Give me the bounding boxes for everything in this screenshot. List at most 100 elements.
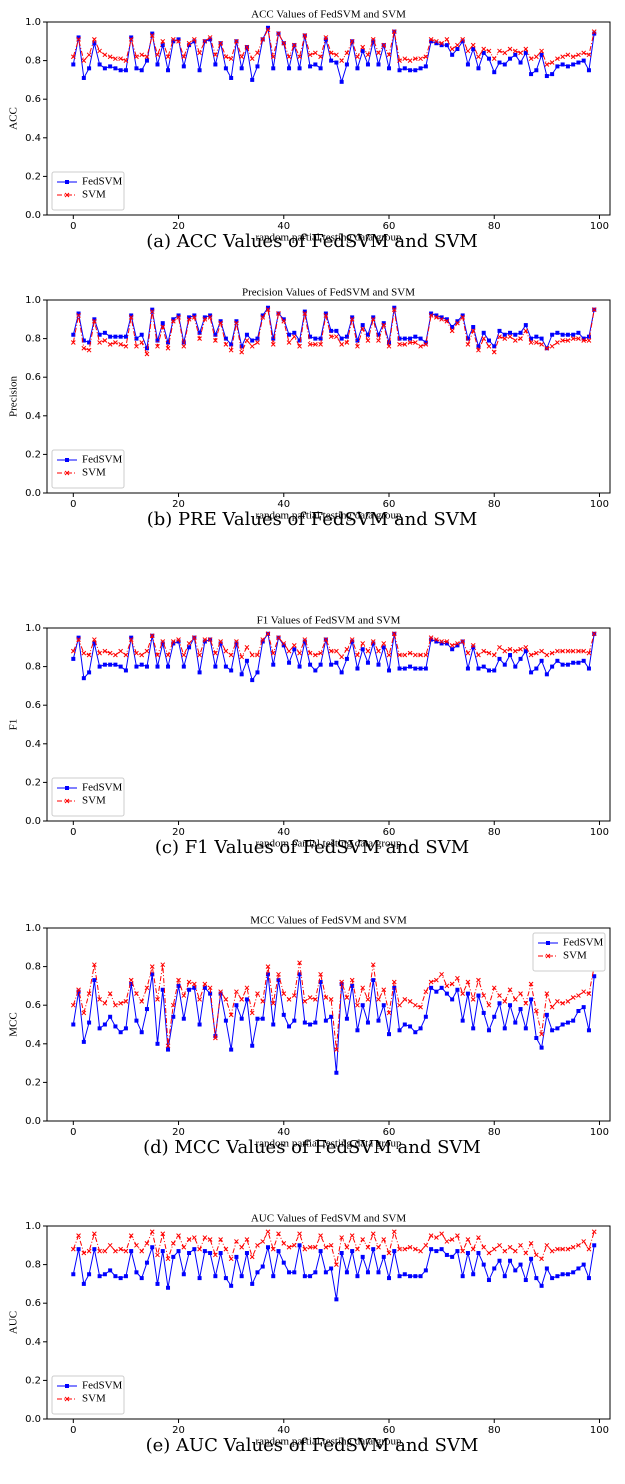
marker <box>591 631 597 637</box>
marker <box>586 338 592 343</box>
marker <box>533 54 539 60</box>
marker <box>418 336 423 341</box>
marker <box>329 1014 334 1019</box>
caption: (a) ACC Values of FedSVM and SVM <box>146 231 478 252</box>
marker <box>360 1003 365 1008</box>
marker <box>365 1020 370 1025</box>
marker <box>244 658 249 663</box>
legend-label: SVM <box>82 467 106 479</box>
marker <box>534 334 539 339</box>
marker <box>118 648 124 654</box>
marker <box>160 324 166 330</box>
marker <box>181 664 186 669</box>
marker <box>381 42 387 48</box>
marker <box>307 342 313 347</box>
marker <box>513 664 518 669</box>
marker <box>455 1249 460 1254</box>
marker <box>476 1251 481 1256</box>
marker <box>444 641 449 646</box>
marker <box>134 650 139 656</box>
marker <box>444 37 450 42</box>
marker <box>592 1243 597 1248</box>
marker <box>392 985 397 990</box>
marker <box>534 1036 539 1041</box>
marker <box>413 666 418 671</box>
marker <box>408 68 413 73</box>
legend-marker <box>65 458 69 462</box>
plot-frame <box>46 927 611 1122</box>
marker <box>418 56 423 62</box>
marker <box>565 338 571 343</box>
marker <box>460 991 466 996</box>
plot-frame <box>46 627 611 822</box>
marker <box>87 1020 92 1025</box>
marker <box>229 1283 234 1288</box>
marker <box>97 340 102 345</box>
marker <box>97 1248 102 1254</box>
plot-frame <box>46 1225 611 1420</box>
marker <box>465 650 471 656</box>
marker <box>318 66 323 71</box>
marker <box>97 48 102 54</box>
marker <box>470 42 476 48</box>
marker <box>355 338 360 343</box>
marker <box>170 639 176 644</box>
marker <box>123 334 128 339</box>
marker <box>491 652 497 658</box>
marker <box>434 41 439 46</box>
marker <box>213 332 218 337</box>
marker <box>108 662 113 667</box>
marker <box>402 997 408 1002</box>
marker <box>407 650 413 656</box>
marker <box>102 1248 108 1254</box>
marker <box>512 338 518 343</box>
marker <box>308 1274 313 1279</box>
marker <box>297 1231 302 1237</box>
marker <box>202 38 208 44</box>
marker <box>529 336 534 341</box>
marker <box>370 316 376 322</box>
marker <box>555 64 560 69</box>
marker <box>287 660 292 665</box>
marker <box>591 1229 597 1235</box>
marker <box>312 997 318 1002</box>
marker <box>508 1258 513 1263</box>
marker <box>407 1244 413 1250</box>
marker <box>576 330 581 335</box>
marker <box>171 1014 176 1019</box>
marker <box>181 54 187 60</box>
x-axis-label: random partial testing data group <box>255 1138 402 1150</box>
legend-label: SVM <box>82 795 106 807</box>
marker <box>223 342 229 347</box>
series-line <box>72 28 595 66</box>
marker <box>371 1247 376 1252</box>
marker <box>555 658 560 663</box>
marker <box>249 56 255 62</box>
marker <box>81 338 86 343</box>
marker <box>571 660 576 665</box>
y-tick-label: 0.0 <box>25 488 41 499</box>
marker <box>171 641 176 646</box>
marker <box>387 66 392 71</box>
marker <box>491 985 497 991</box>
x-tick-label: 40 <box>277 827 290 838</box>
legend-marker <box>65 180 69 184</box>
marker <box>471 1272 476 1277</box>
marker <box>149 1229 155 1235</box>
marker <box>339 336 344 341</box>
marker <box>418 652 423 658</box>
marker <box>250 1043 255 1048</box>
marker <box>165 345 171 351</box>
x-tick-label: 100 <box>590 1127 609 1138</box>
marker <box>202 639 207 644</box>
y-tick-label: 0.6 <box>25 94 41 105</box>
marker <box>355 666 360 671</box>
marker <box>76 1247 81 1252</box>
marker <box>571 62 576 67</box>
marker <box>581 50 587 56</box>
x-tick-label: 0 <box>70 221 76 232</box>
y-tick-label: 0.8 <box>25 1260 41 1271</box>
marker <box>349 316 355 322</box>
marker <box>481 1244 487 1250</box>
marker <box>502 1248 508 1254</box>
